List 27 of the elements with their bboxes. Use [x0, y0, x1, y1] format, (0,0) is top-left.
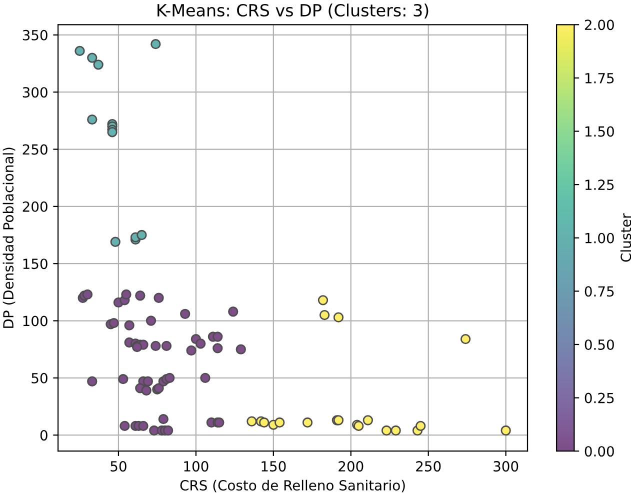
- y-tick-label: 200: [22, 201, 48, 212]
- color-bar-label: 0.75: [584, 286, 614, 297]
- x-tick-label: 50: [110, 461, 126, 472]
- x-tick-label: 250: [416, 461, 441, 472]
- x-tick-label: 300: [494, 461, 518, 472]
- color-bar-label: 0.25: [584, 392, 614, 404]
- color-bar-label: 2.00: [584, 20, 614, 30]
- y-tick-label: 300: [22, 87, 48, 98]
- chart-title: K-Means: CRS vs DP (Clusters: 3): [158, 4, 428, 19]
- y-tick-label: 0: [40, 430, 48, 441]
- x-tick-label: 150: [262, 461, 286, 472]
- y-tick-label: 100: [23, 316, 48, 326]
- color-bar-label: 1.50: [585, 126, 614, 137]
- color-bar-label: 0.00: [584, 446, 614, 457]
- y-tick-label: 250: [22, 144, 48, 155]
- y-tick-label: 350: [22, 30, 48, 40]
- color-bar-title: Cluster: [620, 213, 631, 262]
- x-axis-title: CRS (Costo de Relleno Sanitario): [180, 480, 405, 492]
- x-tick-label: 100: [184, 461, 208, 472]
- x-tick-label: 200: [338, 461, 364, 472]
- color-bar-label: 1.00: [585, 232, 614, 244]
- y-tick-label: 50: [32, 372, 48, 384]
- color-bar-label: 1.25: [585, 180, 614, 190]
- y-axis-title: DP (Densidad Poblacional): [2, 148, 16, 328]
- color-bar-label: 1.75: [585, 73, 614, 84]
- y-tick-label: 150: [23, 258, 48, 270]
- color-bar-label: 0.50: [584, 339, 614, 350]
